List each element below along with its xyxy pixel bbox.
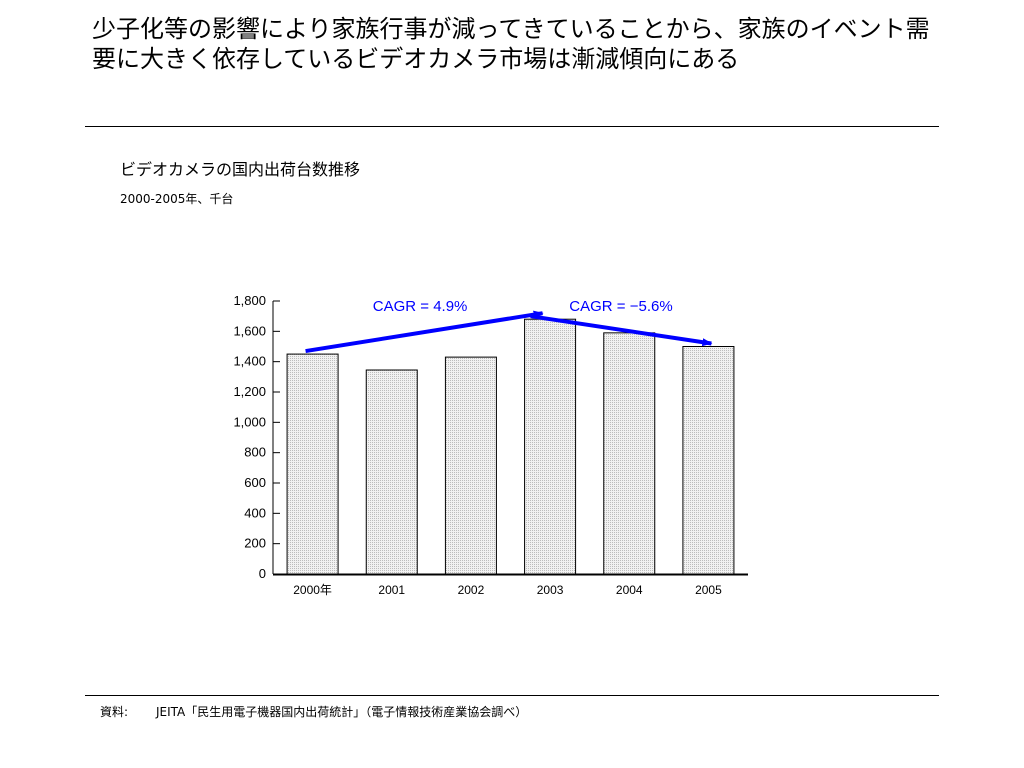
- cagr-annotations: CAGR = 4.9% CAGR = −5.6%: [305, 298, 713, 354]
- x-tick-label: 2002: [458, 583, 485, 597]
- source-text: JEITA「民生用電子機器国内出荷統計」（電子情報技術産業協会調べ）: [156, 705, 528, 719]
- bar-2: [365, 369, 418, 575]
- y-tick-label: 800: [244, 445, 266, 460]
- y-tick-label: 1,800: [233, 293, 266, 308]
- chart-title: ビデオカメラの国内出荷台数推移: [120, 160, 361, 179]
- y-tick-label: 0: [259, 566, 266, 581]
- source-label: 資料:: [100, 705, 129, 719]
- source-note: 資料: JEITA「民生用電子機器国内出荷統計」（電子情報技術産業協会調べ）: [100, 704, 527, 720]
- x-tick-label: 2001: [378, 583, 405, 597]
- y-tick-label: 1,400: [233, 354, 266, 369]
- x-tick-label: 2000年: [293, 583, 332, 597]
- bar-5: [603, 332, 656, 575]
- y-tick-label: 1,000: [233, 414, 266, 429]
- bar-1: [286, 353, 339, 575]
- y-tick-label: 200: [244, 536, 266, 551]
- bar-6: [682, 346, 735, 575]
- x-tick-label: 2005: [695, 583, 722, 597]
- top-divider: [85, 126, 939, 127]
- bar-4: [524, 318, 577, 575]
- cagr-arrow-2: [530, 314, 713, 347]
- cagr-label-1: CAGR = 4.9%: [373, 298, 468, 315]
- headline: 少子化等の影響により家族行事が減ってきていることから、家族のイベント需要に大きく…: [92, 15, 930, 73]
- y-axis: 0 200 400 600 800 1,000 1,200 1,400 1,600 1,800: [233, 293, 280, 581]
- cagr-label-2: CAGR = −5.6%: [569, 298, 672, 315]
- y-tick-label: 600: [244, 475, 266, 490]
- y-tick-label: 400: [244, 505, 266, 520]
- y-tick-label: 1,600: [233, 323, 266, 338]
- bar-3: [444, 356, 497, 575]
- cagr-arrow-1: [305, 310, 544, 354]
- bars: [286, 318, 735, 575]
- x-tick-label: 2004: [616, 583, 643, 597]
- chart-subtitle: 2000-2005年、千台: [120, 192, 234, 206]
- bottom-divider: [85, 695, 939, 696]
- y-tick-label: 1,200: [233, 384, 266, 399]
- x-axis: 2000年 2001 2002 2003 2004 2005: [273, 573, 748, 597]
- x-tick-label: 2003: [537, 583, 564, 597]
